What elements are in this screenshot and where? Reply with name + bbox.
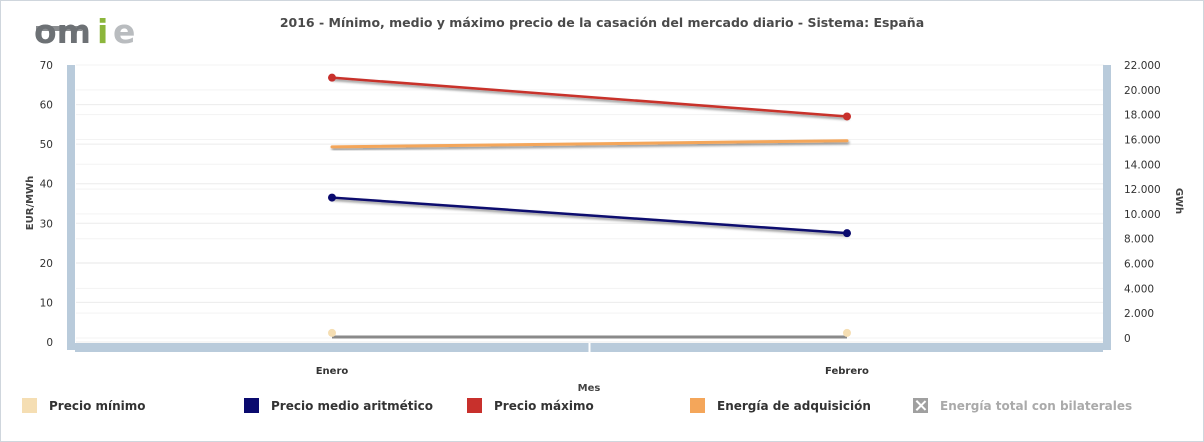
y-tick-label-right: 18.000 [1124,110,1161,122]
y-tick-label-left: 10 [40,297,53,309]
y-tick-label-right: 6.000 [1124,259,1154,271]
y-tick-label-left: 60 [40,100,53,112]
y-tick-label-left: 40 [40,179,53,191]
x-tick-label: Enero [316,366,349,377]
y-tick-label-left: 20 [40,258,53,270]
chart-title: 2016 - Mínimo, medio y máximo precio de … [279,15,925,30]
y-tick-label-right: 10.000 [1124,209,1161,221]
data-point-1 [843,229,851,238]
y-tick-label-right: 0 [1124,333,1131,345]
legend-swatch-precio-medio [244,398,259,413]
data-point-2 [328,73,336,82]
y-tick-label-right: 2.000 [1124,308,1154,320]
y-axis-bar-left [67,65,75,350]
series-line-1 [330,196,849,235]
series-line-3 [330,139,849,149]
legend-item-energia-total-bilaterales[interactable]: Energía total con bilaterales [913,398,1132,413]
legend-swatch-energia-adquisicion [690,398,705,413]
y-tick-label-right: 16.000 [1124,134,1161,146]
series-line-2 [330,76,849,118]
y-tick-label-right: 4.000 [1124,283,1154,295]
data-point-2 [843,112,851,121]
legend-swatch-precio-maximo [467,398,482,413]
y-axis-label-left: EUR/MWh [25,176,36,230]
y-tick-label-left: 30 [40,218,53,230]
y-tick-label-left: 0 [46,337,53,349]
data-point-0 [328,328,336,337]
legend-label: Precio máximo [494,398,594,413]
y-tick-label-right: 12.000 [1124,184,1161,196]
y-tick-label-left: 70 [40,60,53,72]
legend-item-precio-minimo[interactable]: Precio mínimo [22,398,146,413]
omie-logo: om i e [34,12,144,52]
y-tick-label-right: 22.000 [1124,60,1161,72]
y-axis-label-right: GWh [1173,188,1184,214]
y-tick-label-left: 50 [40,139,53,151]
axes: 0 10 20 30 40 50 60 70 0 2.000 4.000 6.000 8.000 10.0… [40,60,1161,377]
x-tick-label: Febrero [825,366,869,377]
y-tick-label-right: 14.000 [1124,159,1161,171]
grid [76,64,1104,343]
legend-swatch-precio-minimo [22,398,37,413]
omie-logo-graphic: om i e [34,12,135,51]
legend-item-precio-medio[interactable]: Precio medio aritmético [244,398,433,413]
legend-swatch-disabled-icon [913,398,928,413]
legend-item-energia-adquisicion[interactable]: Energía de adquisición [690,398,871,413]
y-tick-label-right: 20.000 [1124,85,1161,97]
data-point-0 [843,328,851,337]
legend-label: Precio mínimo [49,398,146,413]
series-group [328,73,851,339]
x-axis-label: Mes [578,383,601,394]
legend-label: Energía total con bilaterales [940,398,1133,413]
legend: Precio mínimo Precio medio aritmético Pr… [0,398,1204,418]
legend-label: Precio medio aritmético [271,398,433,413]
y-axis-bar-right [1103,65,1111,350]
legend-label: Energía de adquisición [717,398,871,413]
logo-e: e [113,12,135,48]
logo-i: i [97,12,108,48]
logo-bar [36,26,82,31]
axis-labels: EUR/MWh GWh Mes [25,176,1184,394]
y-tick-label-right: 8.000 [1124,234,1154,246]
logo-om: om [34,12,91,48]
data-point-1 [328,193,336,202]
legend-item-precio-maximo[interactable]: Precio máximo [467,398,594,413]
